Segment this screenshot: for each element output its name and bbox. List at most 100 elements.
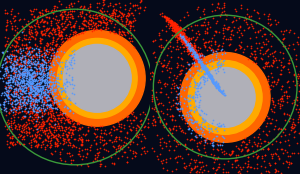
- Point: [44, 66, 48, 68]
- Point: [176, 31, 181, 34]
- Point: [274, 119, 278, 122]
- Point: [169, 87, 174, 90]
- Point: [200, 121, 205, 124]
- Point: [11, 66, 16, 69]
- Point: [192, 50, 197, 53]
- Point: [128, 148, 133, 151]
- Point: [271, 54, 276, 57]
- Point: [58, 72, 63, 75]
- Point: [106, 19, 111, 21]
- Point: [33, 93, 38, 96]
- Point: [57, 85, 62, 87]
- Point: [211, 137, 216, 140]
- Point: [59, 86, 64, 89]
- Point: [23, 106, 28, 109]
- Point: [33, 87, 38, 90]
- Point: [75, 128, 80, 131]
- Point: [30, 88, 34, 90]
- Point: [194, 120, 199, 122]
- Point: [176, 33, 181, 36]
- Point: [21, 70, 26, 72]
- Point: [257, 49, 262, 52]
- Point: [51, 92, 56, 95]
- Point: [170, 170, 175, 173]
- Point: [196, 51, 201, 54]
- Point: [26, 85, 31, 87]
- Point: [187, 43, 192, 46]
- Point: [238, 143, 243, 146]
- Point: [64, 14, 69, 17]
- Point: [77, 25, 82, 28]
- Point: [35, 111, 40, 114]
- Point: [38, 11, 43, 13]
- Point: [32, 93, 37, 96]
- Point: [264, 114, 269, 117]
- Point: [44, 15, 49, 18]
- Point: [51, 12, 56, 15]
- Point: [184, 43, 189, 46]
- Point: [190, 52, 194, 55]
- Point: [204, 69, 209, 72]
- Point: [10, 54, 15, 57]
- Point: [32, 98, 37, 101]
- Point: [222, 93, 227, 96]
- Point: [100, 26, 105, 29]
- Point: [47, 62, 52, 65]
- Point: [50, 73, 55, 76]
- Point: [66, 106, 71, 109]
- Point: [193, 54, 197, 57]
- Point: [49, 136, 53, 139]
- Point: [175, 28, 180, 31]
- Point: [11, 144, 16, 147]
- Point: [47, 86, 52, 89]
- Point: [197, 84, 202, 87]
- Point: [120, 147, 124, 150]
- Point: [13, 72, 17, 75]
- Point: [44, 15, 49, 18]
- Point: [49, 106, 53, 109]
- Point: [12, 76, 17, 79]
- Point: [22, 100, 26, 102]
- Point: [202, 67, 206, 70]
- Point: [268, 122, 273, 124]
- Point: [128, 138, 132, 141]
- Point: [155, 134, 160, 137]
- Point: [15, 62, 20, 65]
- Point: [22, 70, 26, 73]
- Point: [21, 62, 26, 65]
- Point: [19, 115, 24, 118]
- Point: [234, 30, 239, 33]
- Point: [21, 142, 26, 145]
- Point: [224, 171, 228, 173]
- Point: [110, 12, 115, 14]
- Point: [91, 28, 96, 31]
- Point: [63, 26, 68, 29]
- Point: [64, 118, 69, 121]
- Point: [182, 165, 187, 168]
- Point: [30, 119, 35, 122]
- Point: [257, 17, 262, 20]
- Point: [268, 72, 273, 75]
- Point: [49, 144, 54, 147]
- Point: [20, 65, 25, 67]
- Point: [21, 101, 26, 104]
- Point: [166, 76, 171, 78]
- Point: [190, 148, 194, 151]
- Point: [220, 91, 224, 94]
- Point: [130, 40, 134, 43]
- Point: [198, 52, 203, 55]
- Point: [266, 22, 271, 25]
- Point: [10, 27, 15, 29]
- Point: [194, 54, 199, 57]
- Point: [39, 99, 44, 102]
- Point: [223, 27, 227, 30]
- Point: [165, 169, 170, 172]
- Point: [156, 157, 161, 160]
- Point: [190, 28, 195, 31]
- Point: [63, 66, 68, 68]
- Point: [42, 132, 47, 135]
- Point: [15, 67, 20, 69]
- Point: [185, 50, 190, 53]
- Point: [154, 107, 158, 109]
- Point: [96, 23, 100, 26]
